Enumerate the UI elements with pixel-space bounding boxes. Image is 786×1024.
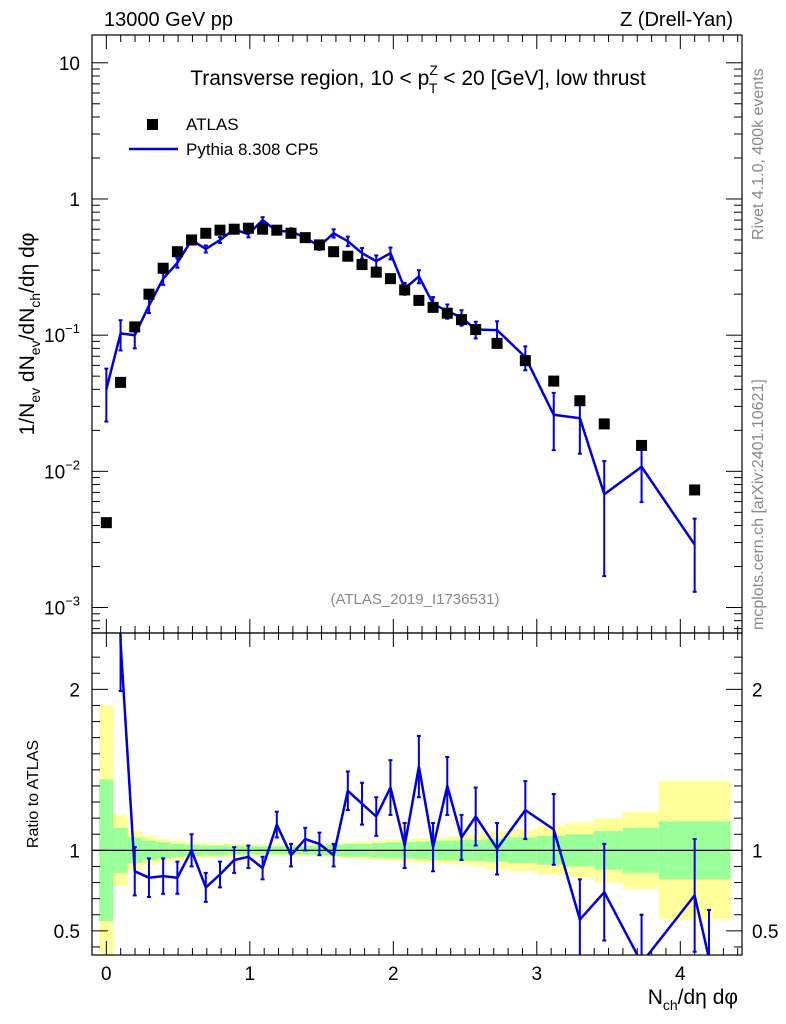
analysis-id: (ATLAS_2019_I1736531) xyxy=(330,591,499,608)
main-y-tick-label: 10 xyxy=(59,54,80,75)
atlas-data-point xyxy=(257,223,269,235)
main-y-tick-label: 10−1 xyxy=(44,321,80,347)
x-tick-label: 0 xyxy=(101,964,112,985)
atlas-data-point xyxy=(143,288,155,300)
atlas-data-point xyxy=(171,246,183,258)
x-axis-label: Nch/dη dφ xyxy=(648,986,738,1013)
atlas-data-point xyxy=(356,259,368,271)
ratio-y-tick-label: 0.5 xyxy=(54,922,80,943)
atlas-data-point xyxy=(299,232,311,244)
main-y-tick-label: 1 xyxy=(69,190,80,211)
atlas-data-point xyxy=(689,484,701,496)
atlas-data-point xyxy=(598,418,610,430)
atlas-data-point xyxy=(129,321,141,333)
main-y-axis-label: 1/Nev dNev/dNch/dη dφ xyxy=(16,233,43,436)
atlas-data-point xyxy=(242,222,254,234)
atlas-data-point xyxy=(384,273,396,285)
atlas-data-point xyxy=(186,234,198,246)
x-tick-label: 2 xyxy=(388,964,399,985)
atlas-data-point xyxy=(214,224,226,236)
ratio-y-tick-label-right: 1 xyxy=(752,841,763,862)
atlas-data-point xyxy=(399,284,411,296)
ratio-y-axis-label: Ratio to ATLAS xyxy=(25,740,42,848)
atlas-data-point xyxy=(491,337,503,349)
ratio-y-tick-label: 2 xyxy=(69,680,80,701)
atlas-data-point xyxy=(115,376,127,388)
x-tick-label: 4 xyxy=(675,964,686,985)
atlas-data-point xyxy=(427,301,439,313)
legend: ATLAS Pythia 8.308 CP5 xyxy=(129,115,318,159)
ratio-y-tick-label: 1 xyxy=(69,841,80,862)
main-y-tick-label: 10−2 xyxy=(44,457,80,483)
ratio-uncertainty-bands xyxy=(99,705,731,955)
atlas-data-point xyxy=(228,223,240,235)
atlas-data-point xyxy=(200,227,212,239)
atlas-data-point xyxy=(285,227,297,239)
atlas-data-point xyxy=(455,314,467,326)
pythia-line xyxy=(105,218,696,546)
main-y-tick-label: 10−3 xyxy=(44,594,80,620)
rivet-label: Rivet 4.1.0, 400k events xyxy=(750,68,767,240)
atlas-data-point xyxy=(548,375,560,387)
atlas-data-point xyxy=(441,307,453,319)
mcplots-label: mcplots.cern.ch [arXiv:2401.10621] xyxy=(750,379,767,630)
legend-atlas-marker xyxy=(147,119,158,130)
x-tick-label: 3 xyxy=(532,964,543,985)
atlas-data-point xyxy=(370,266,382,278)
atlas-data-point xyxy=(413,294,425,306)
ratio-frame xyxy=(91,632,743,956)
ratio-plot-area xyxy=(92,633,742,955)
atlas-data-point xyxy=(470,324,482,336)
ratio-y-tick-label-right: 2 xyxy=(752,680,763,701)
atlas-data-point xyxy=(157,262,169,274)
atlas-data-point xyxy=(342,250,354,262)
atlas-data-point xyxy=(100,517,112,529)
x-tick-label: 1 xyxy=(245,964,256,985)
header-left: 13000 GeV pp xyxy=(104,9,233,31)
atlas-data-point xyxy=(328,246,340,258)
plot-title: Transverse region, 10 < pZ T < 20 [GeV], … xyxy=(190,62,646,96)
ratio-clip-group xyxy=(118,633,711,955)
atlas-data-point xyxy=(636,439,648,451)
legend-atlas-label: ATLAS xyxy=(186,115,239,134)
ratio-y-tick-label-right: 0.5 xyxy=(752,922,778,943)
atlas-data-point xyxy=(574,395,586,407)
header-right: Z (Drell-Yan) xyxy=(620,9,733,31)
atlas-data-point xyxy=(313,239,325,251)
atlas-data-point xyxy=(519,355,531,367)
main-plot-area xyxy=(100,216,701,593)
main-ticks: 10 1 10−1 10−2 10−3 xyxy=(44,35,742,633)
atlas-data-point xyxy=(271,224,283,236)
legend-pythia-label: Pythia 8.308 CP5 xyxy=(186,140,318,159)
